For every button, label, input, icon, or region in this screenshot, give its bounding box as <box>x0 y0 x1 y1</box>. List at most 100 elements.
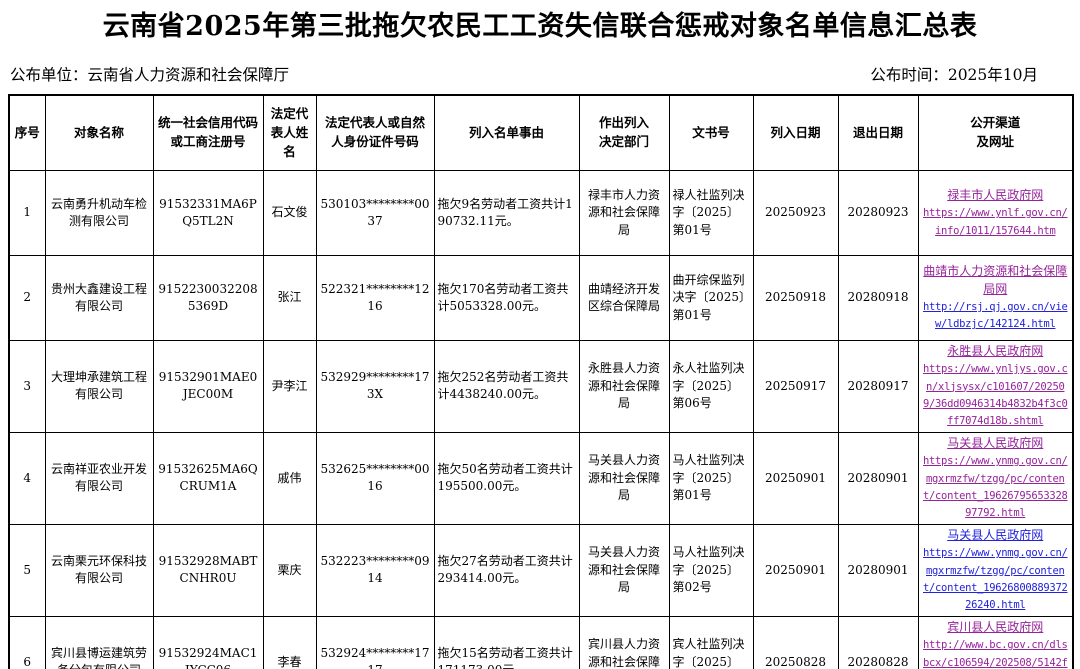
cell-channel: 宾川县人民政府网 http://www.bc.gov.cn/dlsbcx/c10… <box>917 615 1074 669</box>
cell-seq: 2 <box>8 254 46 341</box>
channel-site-link[interactable]: 宾川县人民政府网 <box>947 619 1044 634</box>
table-row: 2 贵州大鑫建设工程有限公司 91522300322085369D 张江 522… <box>8 254 1074 341</box>
header-row: 序号 对象名称 统一社会信用代码 或工商注册号 法定代 表人姓 名 法定代表人或… <box>8 94 1074 171</box>
table-row: 6 宾川县博运建筑劳务分包有限公司 91532924MAC1JYCC06 李春 … <box>8 615 1074 669</box>
cell-reason: 拖欠170名劳动者工资共计5053328.00元。 <box>433 254 580 341</box>
meta-row: 公布单位：云南省人力资源和社会保障厅 公布时间：2025年10月 <box>10 63 1038 85</box>
channel-site-link[interactable]: 永胜县人民政府网 <box>947 343 1044 358</box>
cell-reason: 拖欠15名劳动者工资共计171173.00元。 <box>433 615 580 669</box>
cell-exit-date: 20280917 <box>837 339 919 433</box>
channel-site-link[interactable]: 曲靖市人力资源和社会保障局网 <box>923 264 1068 296</box>
cell-legal-rep: 石文俊 <box>262 169 317 256</box>
cell-channel: 马关县人民政府网 https://www.ynmg.gov.cn/mgxrmzf… <box>917 431 1074 525</box>
cell-list-date: 20250917 <box>752 339 839 433</box>
cell-exit-date: 20280901 <box>837 523 919 617</box>
cell-id-number: 532223********0914 <box>315 523 435 617</box>
channel-url-link[interactable]: http://rsj.qj.gov.cn/view/ldbzjc/142124.… <box>922 300 1068 331</box>
cell-credit-code: 91532924MAC1JYCC06 <box>152 615 264 669</box>
col-header-department: 作出列入 决定部门 <box>578 94 670 171</box>
page-title: 云南省2025年第三批拖欠农民工工资失信联合惩戒对象名单信息汇总表 <box>102 11 978 42</box>
channel-url-link[interactable]: http://www.bc.gov.cn/dlsbcx/c106594/2025… <box>922 639 1068 669</box>
cell-channel: 永胜县人民政府网 https://www.ynljys.gov.cn/xljsy… <box>917 339 1074 433</box>
cell-channel: 马关县人民政府网 https://www.ynmg.gov.cn/mgxrmzf… <box>917 523 1074 617</box>
col-header-reason: 列入名单事由 <box>433 94 580 171</box>
cell-seq: 5 <box>8 523 46 617</box>
cell-list-date: 20250901 <box>752 431 839 525</box>
cell-department: 曲靖经济开发区综合保障局 <box>578 254 670 341</box>
channel-site-link[interactable]: 马关县人民政府网 <box>947 435 1044 450</box>
cell-doc-number: 禄人社监列决字〔2025〕第01号 <box>668 169 754 256</box>
channel-url-link[interactable]: https://www.ynljys.gov.cn/xljsysx/c10160… <box>922 363 1068 428</box>
cell-channel: 曲靖市人力资源和社会保障局网 http://rsj.qj.gov.cn/view… <box>917 254 1074 341</box>
cell-legal-rep: 李春 <box>262 615 317 669</box>
channel-site-link[interactable]: 马关县人民政府网 <box>947 527 1044 542</box>
cell-department: 宾川县人力资源和社会保障局 <box>578 615 670 669</box>
cell-seq: 6 <box>8 615 46 669</box>
channel-url-link[interactable]: https://www.ynmg.gov.cn/mgxrmzfw/tzgg/pc… <box>922 547 1068 612</box>
cell-exit-date: 20280918 <box>837 254 919 341</box>
cell-list-date: 20250828 <box>752 615 839 669</box>
col-header-doc-number: 文书号 <box>668 94 754 171</box>
cell-channel: 禄丰市人民政府网 https://www.ynlf.gov.cn/info/10… <box>917 169 1074 256</box>
punishment-list-table: 序号 对象名称 统一社会信用代码 或工商注册号 法定代 表人姓 名 法定代表人或… <box>8 94 1074 669</box>
table-row: 1 云南勇升机动车检测有限公司 91532331MA6PQ5TL2N 石文俊 5… <box>8 169 1074 256</box>
channel-site-link[interactable]: 禄丰市人民政府网 <box>947 187 1044 202</box>
cell-reason: 拖欠27名劳动者工资共计293414.00元。 <box>433 523 580 617</box>
cell-doc-number: 马人社监列决字〔2025〕第02号 <box>668 523 754 617</box>
cell-department: 马关县人力资源和社会保障局 <box>578 523 670 617</box>
cell-company-name: 云南祥亚农业开发有限公司 <box>44 431 154 525</box>
col-header-name: 对象名称 <box>44 94 154 171</box>
cell-exit-date: 20280901 <box>837 431 919 525</box>
cell-list-date: 20250901 <box>752 523 839 617</box>
cell-seq: 4 <box>8 431 46 525</box>
cell-legal-rep: 栗庆 <box>262 523 317 617</box>
cell-department: 禄丰市人力资源和社会保障局 <box>578 169 670 256</box>
col-header-id-number: 法定代表人或自然 人身份证件号码 <box>315 94 435 171</box>
cell-credit-code: 91522300322085369D <box>152 254 264 341</box>
cell-id-number: 530103********0037 <box>315 169 435 256</box>
cell-list-date: 20250918 <box>752 254 839 341</box>
cell-id-number: 522321********1216 <box>315 254 435 341</box>
cell-seq: 3 <box>8 339 46 433</box>
cell-doc-number: 永人社监列决字〔2025〕第06号 <box>668 339 754 433</box>
cell-list-date: 20250923 <box>752 169 839 256</box>
cell-credit-code: 91532625MA6QCRUM1A <box>152 431 264 525</box>
table-header: 序号 对象名称 统一社会信用代码 或工商注册号 法定代 表人姓 名 法定代表人或… <box>8 94 1074 171</box>
cell-seq: 1 <box>8 169 46 256</box>
cell-reason: 拖欠9名劳动者工资共计190732.11元。 <box>433 169 580 256</box>
cell-doc-number: 马人社监列决字〔2025〕第01号 <box>668 431 754 525</box>
channel-url-link[interactable]: https://www.ynmg.gov.cn/mgxrmzfw/tzgg/pc… <box>922 455 1068 520</box>
cell-credit-code: 91532928MABTCNHR0U <box>152 523 264 617</box>
cell-id-number: 532924********1717 <box>315 615 435 669</box>
table-row: 4 云南祥亚农业开发有限公司 91532625MA6QCRUM1A 戚伟 532… <box>8 431 1074 525</box>
cell-doc-number: 曲开综保监列决字〔2025〕第01号 <box>668 254 754 341</box>
col-header-seq: 序号 <box>8 94 46 171</box>
cell-reason: 拖欠50名劳动者工资共计195500.00元。 <box>433 431 580 525</box>
table-row: 3 大理坤承建筑工程有限公司 91532901MAE0JEC00M 尹李江 53… <box>8 339 1074 433</box>
cell-credit-code: 91532331MA6PQ5TL2N <box>152 169 264 256</box>
channel-url-link[interactable]: https://www.ynlf.gov.cn/info/1011/157644… <box>922 207 1068 237</box>
cell-legal-rep: 尹李江 <box>262 339 317 433</box>
cell-exit-date: 20280923 <box>837 169 919 256</box>
cell-legal-rep: 戚伟 <box>262 431 317 525</box>
cell-exit-date: 20280828 <box>837 615 919 669</box>
publish-time-label: 公布时间：2025年10月 <box>870 66 1038 85</box>
col-header-list-date: 列入日期 <box>752 94 839 171</box>
col-header-credit-code: 统一社会信用代码 或工商注册号 <box>152 94 264 171</box>
table-body: 1 云南勇升机动车检测有限公司 91532331MA6PQ5TL2N 石文俊 5… <box>8 169 1074 669</box>
col-header-exit-date: 退出日期 <box>837 94 919 171</box>
cell-company-name: 云南勇升机动车检测有限公司 <box>44 169 154 256</box>
cell-legal-rep: 张江 <box>262 254 317 341</box>
cell-id-number: 532929********173X <box>315 339 435 433</box>
col-header-channel: 公开渠道 及网址 <box>917 94 1074 171</box>
cell-company-name: 宾川县博运建筑劳务分包有限公司 <box>44 615 154 669</box>
col-header-legal-rep: 法定代 表人姓 名 <box>262 94 317 171</box>
cell-company-name: 大理坤承建筑工程有限公司 <box>44 339 154 433</box>
cell-department: 永胜县人力资源和社会保障局 <box>578 339 670 433</box>
cell-reason: 拖欠252名劳动者工资共计4438240.00元。 <box>433 339 580 433</box>
cell-company-name: 贵州大鑫建设工程有限公司 <box>44 254 154 341</box>
cell-doc-number: 宾人社监列决字〔2025〕第02号 <box>668 615 754 669</box>
cell-department: 马关县人力资源和社会保障局 <box>578 431 670 525</box>
publisher-label: 公布单位：云南省人力资源和社会保障厅 <box>10 66 290 85</box>
cell-credit-code: 91532901MAE0JEC00M <box>152 339 264 433</box>
